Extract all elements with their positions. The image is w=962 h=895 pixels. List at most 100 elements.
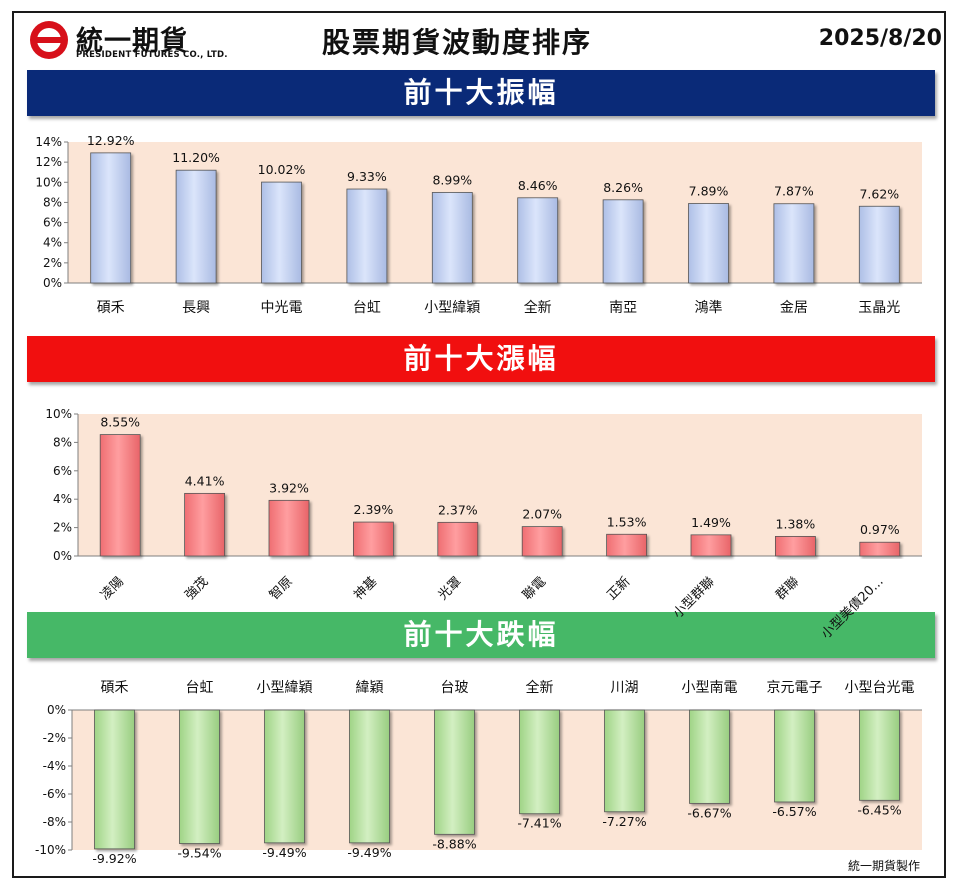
- amplitude-y-tick-label: 8%: [43, 195, 62, 209]
- gainers-y-tick-label: 4%: [53, 492, 72, 506]
- losers-bar: [179, 709, 220, 844]
- gainers-bar: [437, 521, 479, 557]
- losers-category-label: 小型台光電: [845, 680, 915, 696]
- gainers-bar: [606, 533, 647, 557]
- losers-bar: [349, 709, 390, 844]
- losers-y-tick-label: -2%: [43, 731, 66, 745]
- gainers-y-tick-label: 0%: [53, 549, 72, 563]
- amplitude-bar: [688, 203, 729, 284]
- losers-bar: [859, 709, 900, 801]
- amplitude-category-label: 長興: [182, 300, 210, 316]
- losers-data-label: -9.49%: [262, 845, 306, 860]
- gainers-data-label: 3.92%: [269, 480, 309, 495]
- losers-category-label: 碩禾: [101, 680, 129, 696]
- amplitude-data-label: 10.02%: [258, 162, 306, 177]
- amplitude-category-label: 台虹: [353, 300, 381, 316]
- gainers-bar: [521, 526, 563, 557]
- gainers-data-label: 8.55%: [100, 415, 140, 430]
- gainers-data-label: 1.53%: [607, 514, 647, 529]
- footer-credit: 統一期貨製作: [848, 859, 921, 873]
- logo-mark-icon: [30, 21, 68, 59]
- losers-category-label: 全新: [526, 679, 554, 696]
- losers-y-tick-label: -8%: [43, 815, 66, 829]
- losers-bar: [94, 709, 135, 850]
- gainers-category-label: 群聯: [773, 574, 802, 603]
- losers-bar: [604, 709, 645, 813]
- losers-data-label: -7.27%: [602, 814, 646, 829]
- amplitude-banner: 前十大振幅: [27, 70, 935, 116]
- amplitude-category-label: 中光電: [261, 300, 303, 316]
- amplitude-bar: [602, 199, 644, 284]
- amplitude-data-label: 7.87%: [774, 184, 814, 199]
- losers-data-label: -7.41%: [517, 816, 561, 831]
- logo-chinese-name: 統一期貨: [76, 26, 188, 57]
- gainers-category-label: 神基: [351, 574, 380, 603]
- amplitude-category-label: 碩禾: [97, 300, 125, 316]
- amplitude-y-tick-label: 0%: [43, 276, 62, 290]
- gainers-y-tick-label: 6%: [53, 464, 72, 478]
- losers-banner: 前十大跌幅: [27, 612, 935, 658]
- gainers-y-tick-label: 2%: [53, 521, 72, 535]
- amplitude-data-label: 11.20%: [172, 150, 220, 165]
- amplitude-y-tick-label: 2%: [43, 256, 62, 270]
- header: 統一期貨 PRESIDENT FUTURES CO., LTD. 股票期貨波動度…: [12, 11, 946, 63]
- gainers-data-label: 2.39%: [354, 502, 394, 517]
- losers-data-label: -9.92%: [92, 851, 136, 866]
- amplitude-bar: [858, 205, 900, 284]
- amplitude-bar: [773, 203, 815, 284]
- losers-y-tick-label: -10%: [35, 843, 66, 857]
- amplitude-y-tick-label: 10%: [35, 175, 62, 189]
- losers-data-label: -6.45%: [857, 802, 901, 817]
- losers-category-label: 川湖: [611, 680, 639, 696]
- amplitude-bar: [431, 192, 473, 284]
- gainers-category-label: 小型群聯: [670, 574, 717, 621]
- losers-bar: [774, 709, 815, 803]
- amplitude-category-label: 全新: [524, 299, 552, 316]
- amplitude-data-label: 8.26%: [603, 180, 643, 195]
- losers-category-label: 台玻: [441, 680, 469, 696]
- gainers-category-label: 智原: [267, 574, 296, 603]
- gainers-bar: [690, 534, 732, 557]
- gainers-bar: [775, 536, 816, 557]
- gainers-data-label: 2.07%: [522, 507, 562, 522]
- gainers-data-label: 2.37%: [438, 502, 478, 517]
- gainers-category-label: 小型美債20...: [819, 574, 887, 642]
- losers-y-tick-label: -6%: [43, 787, 66, 801]
- amplitude-category-label: 玉晶光: [858, 300, 900, 316]
- gainers-bar: [859, 541, 901, 557]
- company-logo: 統一期貨 PRESIDENT FUTURES CO., LTD.: [30, 17, 230, 63]
- losers-y-tick-label: 0%: [47, 703, 66, 717]
- losers-data-label: -6.67%: [687, 805, 731, 820]
- amplitude-category-label: 南亞: [609, 300, 637, 316]
- page-title: 股票期貨波動度排序: [322, 26, 593, 59]
- losers-data-label: -9.49%: [347, 845, 391, 860]
- losers-data-label: -8.88%: [432, 836, 476, 851]
- gainers-bar: [99, 434, 141, 557]
- amplitude-data-label: 8.46%: [518, 178, 558, 193]
- amplitude-y-tick-label: 4%: [43, 236, 62, 250]
- gainers-data-label: 4.41%: [185, 473, 225, 488]
- logo-english-name: PRESIDENT FUTURES CO., LTD.: [76, 50, 228, 60]
- gainers-data-label: 1.49%: [691, 515, 731, 530]
- amplitude-data-label: 7.89%: [689, 184, 729, 199]
- gainers-bar: [352, 521, 394, 557]
- amplitude-bar: [346, 188, 388, 284]
- gainers-category-label: 凌陽: [98, 574, 127, 603]
- losers-category-label: 京元電子: [767, 680, 823, 696]
- gainers-banner: 前十大漲幅: [27, 336, 935, 382]
- amplitude-y-tick-label: 12%: [35, 155, 62, 169]
- losers-bar: [519, 709, 560, 815]
- amplitude-category-label: 金居: [780, 300, 808, 316]
- losers-data-label: -9.54%: [177, 846, 221, 861]
- losers-bar: [264, 709, 305, 844]
- losers-category-label: 小型緯穎: [257, 680, 313, 696]
- amplitude-y-tick-label: 6%: [43, 216, 62, 230]
- amplitude-category-label: 鴻準: [695, 300, 723, 316]
- amplitude-data-label: 12.92%: [87, 133, 135, 148]
- losers-data-label: -6.57%: [772, 804, 816, 819]
- amplitude-bar: [90, 152, 132, 284]
- amplitude-y-tick-label: 14%: [35, 135, 62, 149]
- losers-category-label: 台虹: [186, 680, 214, 696]
- losers-bar: [434, 709, 475, 835]
- gainers-y-tick-label: 8%: [53, 435, 72, 449]
